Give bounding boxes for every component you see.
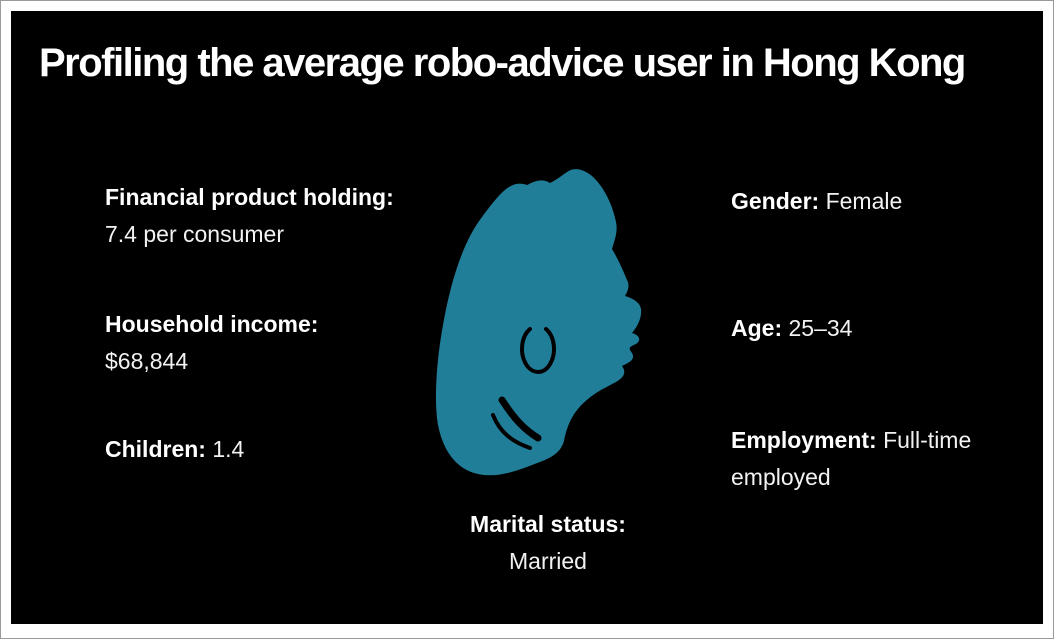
stat-value: 25–34 (788, 315, 853, 341)
stat-gender: Gender: Female (731, 183, 902, 220)
stat-household-income: Household income: $68,844 (105, 306, 318, 380)
page-title: Profiling the average robo-advice user i… (39, 41, 966, 85)
stat-label: Age: (731, 315, 783, 341)
stat-value: 1.4 (212, 436, 245, 462)
slide-canvas: Profiling the average robo-advice user i… (11, 11, 1043, 624)
hair-strand-icon (498, 396, 542, 442)
stat-value: Married (509, 548, 587, 574)
stat-age: Age: 25–34 (731, 310, 852, 347)
stat-marital-status: Marital status: Married (427, 506, 669, 580)
stat-label: Marital status: (470, 511, 626, 537)
stat-value: 7.4 per consumer (105, 221, 284, 247)
stat-value: Full-time employed (731, 427, 972, 490)
stat-label: Children: (105, 436, 206, 462)
stat-employment: Employment: Full-time employed (731, 422, 989, 496)
hair-strand-icon (491, 413, 532, 450)
female-profile-silhouette (435, 169, 642, 476)
stat-label: Financial product holding: (105, 184, 394, 210)
female-profile-silhouette-icon (435, 169, 642, 476)
stat-financial-product-holding: Financial product holding: 7.4 per consu… (105, 179, 394, 253)
hoop-earring-icon (520, 327, 556, 374)
stat-label: Household income: (105, 311, 319, 337)
figure-container (410, 145, 690, 495)
stat-value: $68,844 (105, 348, 189, 374)
stat-label: Employment: (731, 427, 877, 453)
stat-children: Children: 1.4 (105, 431, 244, 468)
stat-label: Gender: (731, 188, 820, 214)
stat-value: Female (825, 188, 903, 214)
